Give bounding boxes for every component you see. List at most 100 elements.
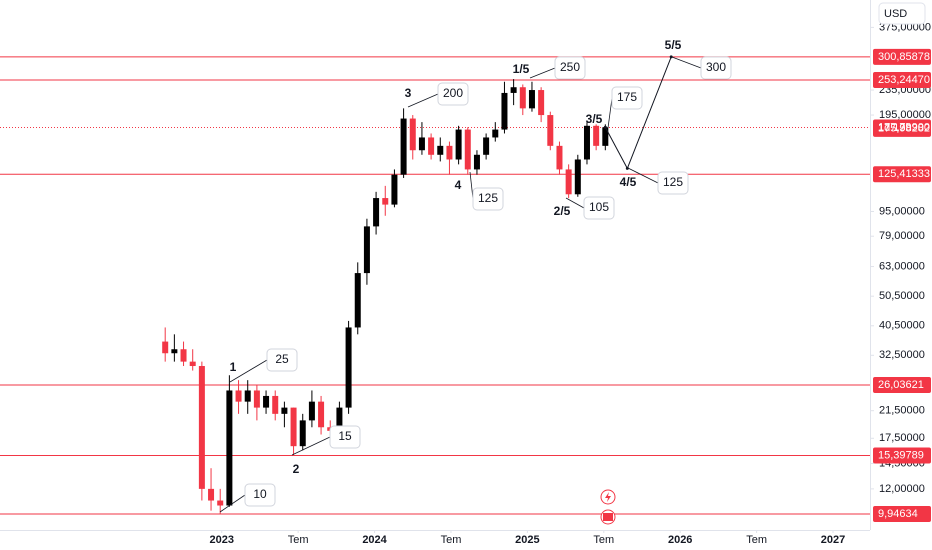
candle-body bbox=[253, 390, 260, 408]
candle-body bbox=[391, 174, 398, 205]
wave-label: 4/5 bbox=[620, 175, 637, 189]
x-tick-label: 2023 bbox=[209, 534, 233, 546]
candle-body bbox=[208, 488, 215, 501]
wave-label: 3/5 bbox=[586, 112, 603, 126]
wave-label: 2 bbox=[293, 462, 300, 476]
callout-leader bbox=[627, 167, 659, 184]
wave-label: 1/5 bbox=[513, 62, 530, 76]
callout-label: 10 bbox=[253, 487, 267, 501]
callout-box bbox=[583, 196, 615, 220]
callout-box bbox=[657, 171, 689, 195]
y-tick-label: 195,00000 bbox=[879, 109, 931, 121]
level-badge bbox=[873, 166, 931, 183]
level-label: 15,39789 bbox=[878, 449, 924, 461]
callout-label: 15 bbox=[338, 429, 352, 443]
level-badge bbox=[873, 506, 931, 523]
callout-leader bbox=[671, 56, 702, 69]
callout-leader bbox=[529, 67, 556, 79]
wave-label: 4 bbox=[455, 178, 462, 192]
candle-body bbox=[428, 137, 435, 155]
callout-leader bbox=[407, 93, 439, 108]
callout-leader bbox=[607, 97, 613, 129]
candle-body bbox=[354, 273, 361, 328]
y-tick-label: 40,50000 bbox=[879, 320, 925, 332]
candle-body bbox=[593, 125, 600, 146]
lightning-icon bbox=[605, 492, 611, 502]
callout-label: 105 bbox=[589, 200, 609, 214]
candle-body bbox=[217, 500, 224, 506]
wave-label: 3 bbox=[405, 86, 412, 100]
candle-body bbox=[464, 129, 471, 170]
callout-box bbox=[329, 425, 361, 449]
candle-body bbox=[528, 90, 535, 109]
y-tick-label: 95,00000 bbox=[879, 205, 925, 217]
candle-body bbox=[602, 127, 609, 146]
level-label: 9,94634 bbox=[878, 508, 918, 520]
candle-body bbox=[437, 145, 444, 155]
callout-box bbox=[700, 56, 732, 80]
x-tick-label: Tem bbox=[593, 534, 614, 546]
countdown: 1d 13h bbox=[878, 122, 912, 134]
candle-body bbox=[318, 401, 325, 428]
x-tick-label: Tem bbox=[441, 534, 462, 546]
candle-body bbox=[336, 407, 343, 431]
candle-body bbox=[501, 92, 508, 130]
y-tick-label: 63,00000 bbox=[879, 260, 925, 272]
candle-body bbox=[189, 361, 196, 367]
callout-label: 125 bbox=[663, 175, 683, 189]
y-tick-label: 375,00000 bbox=[879, 21, 931, 33]
level-badge bbox=[873, 447, 931, 464]
callout-leader bbox=[565, 197, 585, 209]
x-tick-label: Tem bbox=[288, 534, 309, 546]
y-tick-label: 79,00000 bbox=[879, 230, 925, 242]
x-tick-label: 2025 bbox=[515, 534, 539, 546]
candle-body bbox=[226, 390, 233, 506]
flag-icon bbox=[603, 513, 613, 521]
x-tick-label: 2026 bbox=[668, 534, 692, 546]
callout-label: 25 bbox=[275, 352, 289, 366]
currency-box[interactable] bbox=[878, 2, 926, 25]
candle-body bbox=[556, 145, 563, 170]
callout-box bbox=[554, 56, 586, 80]
candle-body bbox=[345, 327, 352, 408]
level-badge bbox=[873, 48, 931, 65]
candle-body bbox=[400, 118, 407, 175]
callout-box bbox=[244, 483, 276, 507]
candle-body bbox=[492, 129, 499, 138]
callout-label: 250 bbox=[560, 60, 580, 74]
candle-body bbox=[373, 198, 380, 227]
x-tick-label: 2027 bbox=[821, 534, 845, 546]
level-badge bbox=[873, 377, 931, 394]
candle-body bbox=[363, 226, 370, 274]
callout-label: 200 bbox=[443, 86, 463, 100]
projection-point bbox=[669, 55, 673, 59]
candle-body bbox=[455, 129, 462, 160]
plot: 1 2 3 4 1/5 2/5 3/5 4/5 5/5 25 15 10 200 125 250 105 175… bbox=[0, 38, 870, 515]
candle-body bbox=[308, 401, 315, 421]
candle-body bbox=[519, 87, 526, 109]
y-tick-label: 21,50000 bbox=[879, 405, 925, 417]
level-label: 125,41333 bbox=[878, 168, 930, 180]
candle-body bbox=[409, 118, 416, 151]
callout-label: 175 bbox=[617, 90, 637, 104]
candle-body bbox=[538, 90, 545, 116]
wave-label: 2/5 bbox=[554, 204, 571, 218]
callout-leader bbox=[291, 436, 331, 456]
callout-box bbox=[472, 187, 504, 211]
candle-body bbox=[162, 341, 169, 354]
level-label: 300,85878 bbox=[878, 51, 930, 63]
callout-label: 125 bbox=[478, 191, 498, 205]
y-tick-label: 12,00000 bbox=[879, 483, 925, 495]
candle-body bbox=[418, 137, 425, 151]
callout-label: 300 bbox=[706, 60, 726, 74]
candle-body bbox=[547, 115, 554, 146]
candle-body bbox=[510, 87, 517, 93]
last-price-badge bbox=[873, 119, 931, 137]
candle-body bbox=[171, 349, 178, 354]
candle-body bbox=[382, 198, 389, 205]
x-tick-label: 2024 bbox=[362, 534, 387, 546]
price-axis: 375,00000235,00000195,0000095,0000079,00… bbox=[870, 21, 931, 523]
callout-leader bbox=[229, 359, 268, 383]
candle-body bbox=[483, 137, 490, 155]
